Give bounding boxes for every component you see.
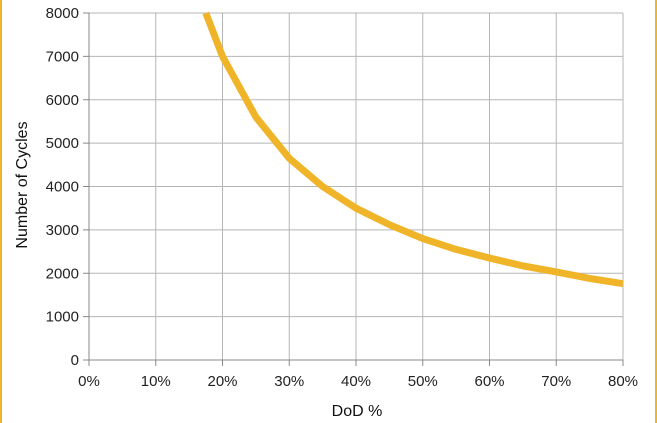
series-line-0 bbox=[202, 11, 624, 288]
x-tick-label: 0% bbox=[78, 373, 100, 390]
y-tick-label: 3000 bbox=[46, 222, 79, 239]
y-tick-label: 5000 bbox=[46, 135, 79, 152]
x-tick-label: 80% bbox=[608, 373, 638, 390]
x-tick-label: 70% bbox=[541, 373, 571, 390]
x-tick-label: 10% bbox=[141, 373, 171, 390]
x-tick-label: 30% bbox=[274, 373, 304, 390]
x-tick-label: 60% bbox=[474, 373, 504, 390]
x-tick-label: 20% bbox=[207, 373, 237, 390]
y-axis-title: Number of Cycles bbox=[14, 121, 31, 248]
y-tick-label: 6000 bbox=[46, 92, 79, 109]
y-tick-label: 8000 bbox=[46, 5, 79, 22]
series-lines bbox=[202, 11, 624, 288]
x-tick-label: 50% bbox=[408, 373, 438, 390]
y-tick-label: 4000 bbox=[46, 179, 79, 196]
y-tick-label: 1000 bbox=[46, 309, 79, 326]
y-tick-label: 2000 bbox=[46, 265, 79, 282]
y-axis-ticks: 0 1000 2000 3000 4000 5000 6000 7000 8000 bbox=[46, 5, 79, 369]
x-axis-title: DoD % bbox=[332, 403, 383, 420]
x-tick-label: 40% bbox=[341, 373, 371, 390]
x-axis-ticks: 0% 10% 20% 30% 40% 50% 60% 70% 80% bbox=[78, 373, 638, 390]
y-tick-label: 7000 bbox=[46, 48, 79, 65]
y-tick-label: 0 bbox=[71, 352, 79, 369]
grid bbox=[83, 12, 624, 366]
